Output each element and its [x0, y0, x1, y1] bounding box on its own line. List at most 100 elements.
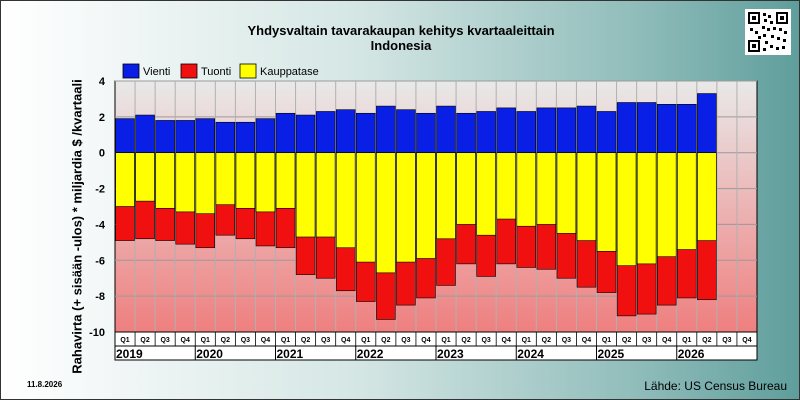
x-tick-label: Q3 — [321, 337, 330, 344]
legend-swatch — [239, 63, 257, 79]
bar-vienti — [356, 112, 376, 154]
y-axis-label: Rahavirta (+ sisään -ulos) * miljardia $… — [69, 79, 85, 374]
bar-vienti — [115, 118, 135, 154]
bar-vienti — [496, 107, 516, 154]
x-tick-label: Q4 — [421, 337, 430, 344]
bar-vienti — [436, 105, 456, 154]
bar-kauppatase — [677, 152, 697, 250]
y-tick-label: -8 — [95, 291, 105, 303]
bar-vienti — [155, 120, 175, 154]
x-tick-label: Q1 — [201, 337, 210, 344]
x-tick-label: Q4 — [261, 337, 270, 344]
x-tick-label: Q4 — [582, 337, 591, 344]
x-year-label: 2026 — [678, 347, 705, 361]
x-year-label: 2025 — [598, 347, 625, 361]
bar-vienti — [677, 104, 697, 154]
y-tick-label: -6 — [95, 255, 105, 267]
legend-swatch — [180, 63, 198, 79]
bar-vienti — [576, 105, 597, 154]
x-tick-label: Q3 — [401, 337, 410, 344]
bar-kauppatase — [235, 152, 256, 209]
x-tick-label: Q1 — [281, 337, 290, 344]
bar-vienti — [396, 109, 416, 154]
bar-kauppatase — [335, 152, 356, 249]
x-year-label: 2019 — [116, 347, 143, 361]
x-tick-label: Q2 — [461, 337, 470, 344]
x-tick-label: Q2 — [702, 337, 711, 344]
bar-kauppatase — [496, 152, 516, 220]
legend-label: Vienti — [143, 66, 170, 78]
x-tick-label: Q2 — [381, 337, 390, 344]
x-tick-label: Q2 — [301, 337, 310, 344]
bar-vienti — [295, 114, 316, 154]
x-tick-label: Q2 — [221, 337, 230, 344]
chart-title: Yhdysvaltain tavarakaupan kehitys kvarta… — [247, 23, 555, 38]
bar-vienti — [596, 111, 617, 154]
bar-kauppatase — [556, 152, 577, 234]
qr-code-icon[interactable] — [745, 9, 791, 55]
y-tick-label: 0 — [99, 148, 105, 160]
x-tick-label: Q4 — [742, 337, 751, 344]
bar-vienti — [536, 107, 557, 154]
y-tick-label: 4 — [99, 76, 106, 88]
bars-layer — [115, 93, 717, 320]
bar-kauppatase — [175, 152, 195, 213]
bar-vienti — [656, 104, 677, 154]
bar-kauppatase — [315, 152, 336, 238]
x-year-label: 2024 — [517, 347, 544, 361]
bar-kauppatase — [155, 152, 175, 209]
x-tick-label: Q4 — [341, 337, 350, 344]
x-tick-label: Q1 — [361, 337, 370, 344]
bar-vienti — [476, 111, 496, 154]
bar-vienti — [175, 120, 195, 154]
legend-label: Tuonti — [201, 66, 231, 78]
bar-kauppatase — [215, 152, 236, 206]
bar-vienti — [616, 102, 637, 154]
x-tick-label: Q1 — [682, 337, 691, 344]
x-tick-label: Q1 — [522, 337, 531, 344]
x-tick-label: Q3 — [642, 337, 651, 344]
bar-kauppatase — [416, 152, 436, 259]
bar-vienti — [456, 112, 476, 154]
legend: Vienti Tuonti Kauppatase — [122, 63, 319, 79]
x-tick-label: Q4 — [502, 337, 511, 344]
bar-kauppatase — [596, 152, 617, 252]
bar-vienti — [335, 109, 356, 154]
bar-kauppatase — [396, 152, 416, 263]
x-tick-label: Q1 — [602, 337, 611, 344]
bar-vienti — [315, 111, 336, 154]
bar-vienti — [636, 102, 657, 154]
x-tick-label: Q3 — [722, 337, 731, 344]
bar-kauppatase — [516, 152, 537, 227]
bar-kauppatase — [536, 152, 557, 225]
legend-label: Kauppatase — [260, 66, 319, 78]
bar-vienti — [416, 112, 436, 154]
bar-vienti — [376, 105, 396, 154]
bar-kauppatase — [576, 152, 597, 241]
bar-kauppatase — [616, 152, 637, 266]
x-year-label: 2020 — [196, 347, 223, 361]
bar-kauppatase — [436, 152, 456, 240]
bar-vienti — [215, 121, 236, 154]
bar-kauppatase — [456, 152, 476, 225]
bar-kauppatase — [255, 152, 276, 213]
x-year-label: 2022 — [357, 347, 384, 361]
bar-vienti — [255, 118, 276, 154]
x-tick-label: Q3 — [160, 337, 169, 344]
x-tick-label: Q4 — [181, 337, 190, 344]
x-year-label: 2021 — [277, 347, 304, 361]
x-tick-label: Q4 — [662, 337, 671, 344]
bar-vienti — [516, 111, 537, 154]
x-tick-label: Q2 — [140, 337, 149, 344]
x-tick-label: Q1 — [120, 337, 129, 344]
y-tick-label: -2 — [95, 184, 105, 196]
bar-kauppatase — [636, 152, 657, 265]
bar-kauppatase — [115, 152, 135, 207]
bar-vienti — [275, 112, 296, 154]
chart-subtitle: Indonesia — [370, 38, 432, 53]
x-tick-label: Q2 — [542, 337, 551, 344]
x-tick-label: Q2 — [622, 337, 631, 344]
x-year-label: 2023 — [437, 347, 464, 361]
